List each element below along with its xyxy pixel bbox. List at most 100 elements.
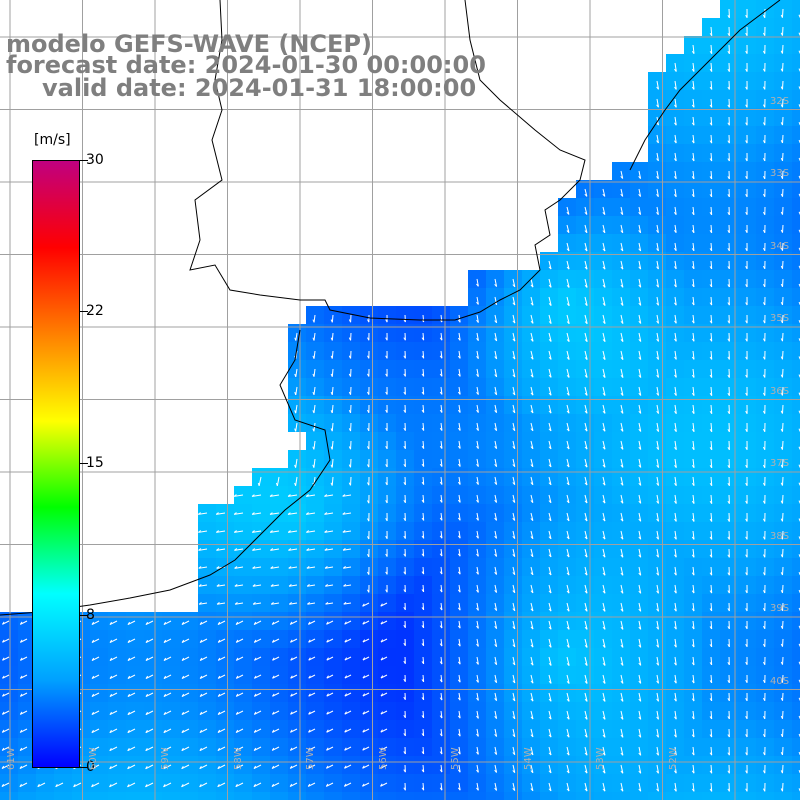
wind-arrow-head xyxy=(620,410,624,414)
wind-arrow-head xyxy=(439,499,443,503)
wind-arrow-head xyxy=(780,500,783,504)
wind-arrow-head xyxy=(638,338,642,342)
wind-arrow xyxy=(2,638,10,643)
wind-arrow xyxy=(692,548,695,558)
wind-arrow xyxy=(638,368,642,378)
wind-arrow-head xyxy=(421,625,425,629)
wind-arrow xyxy=(422,422,425,431)
wind-arrow-head xyxy=(385,500,388,504)
wind-cell xyxy=(792,342,800,360)
wind-arrow xyxy=(198,566,208,569)
lat-label: 32S xyxy=(770,96,790,107)
wind-arrow-head xyxy=(362,783,365,787)
wind-arrow xyxy=(109,656,118,661)
wind-arrow xyxy=(91,638,100,643)
wind-arrow-head xyxy=(745,122,748,126)
wind-cell xyxy=(792,288,800,306)
wind-arrow xyxy=(458,494,461,503)
wind-arrow xyxy=(602,440,606,450)
wind-arrow-head xyxy=(727,302,730,306)
wind-arrow xyxy=(344,728,352,733)
wind-arrow-head xyxy=(181,675,185,679)
wind-arrow xyxy=(656,512,660,522)
wind-arrow-head xyxy=(385,553,388,557)
wind-arrow-head xyxy=(91,621,95,625)
wind-arrow xyxy=(566,620,570,630)
wind-arrow-head xyxy=(548,680,552,684)
wind-arrow-head xyxy=(19,621,23,625)
wind-arrow-head xyxy=(530,626,534,630)
wind-arrow xyxy=(530,440,534,449)
wind-arrow-head xyxy=(709,518,713,522)
wind-arrow-head xyxy=(745,266,748,270)
wind-arrow xyxy=(422,386,425,395)
wind-arrow-head xyxy=(476,445,479,449)
wind-arrow-head xyxy=(745,482,748,486)
wind-arrow xyxy=(476,566,479,575)
wind-arrow xyxy=(199,638,208,643)
wind-arrow-head xyxy=(745,536,748,540)
wind-arrow xyxy=(476,638,479,647)
wind-arrow xyxy=(494,296,498,305)
wind-arrow xyxy=(656,188,659,197)
wind-arrow-head xyxy=(253,693,257,697)
wind-arrow-head xyxy=(566,716,570,720)
wind-cell xyxy=(792,756,800,774)
wind-arrow xyxy=(620,314,624,324)
wind-arrow-head xyxy=(476,373,479,377)
wind-arrow xyxy=(584,314,588,324)
wind-arrow xyxy=(254,692,262,697)
wind-arrow xyxy=(656,224,659,233)
wind-arrow-head xyxy=(216,566,220,569)
wind-arrow xyxy=(656,260,659,270)
wind-arrow-head xyxy=(674,284,677,288)
wind-arrow-head xyxy=(217,765,220,769)
wind-arrow-head xyxy=(367,337,370,341)
wind-arrow-head xyxy=(548,788,552,792)
wind-arrow-head xyxy=(727,338,730,342)
wind-arrow-head xyxy=(763,661,766,665)
wind-arrow xyxy=(331,440,334,450)
wind-arrow-head xyxy=(252,548,256,551)
wind-arrow xyxy=(458,692,461,701)
wind-arrow-head xyxy=(403,409,406,413)
wind-arrow-head xyxy=(308,693,311,697)
wind-arrow-head xyxy=(403,391,406,395)
wind-arrow xyxy=(584,350,588,360)
wind-arrow-head xyxy=(780,697,783,701)
wind-arrow xyxy=(512,764,516,773)
wind-arrow xyxy=(566,386,570,396)
wind-arrow-head xyxy=(270,602,274,605)
wind-arrow xyxy=(422,782,425,791)
wind-arrow xyxy=(422,584,425,592)
wind-arrow-head xyxy=(127,693,131,697)
wind-arrow-head xyxy=(745,356,748,360)
wind-arrow-head xyxy=(421,661,425,665)
wind-arrow xyxy=(674,224,677,233)
wind-arrow-head xyxy=(566,464,570,468)
wind-arrow xyxy=(548,314,552,324)
wind-cell xyxy=(342,792,360,800)
wind-arrow-head xyxy=(308,657,311,661)
wind-arrow xyxy=(584,638,588,648)
wind-arrow-head xyxy=(109,766,112,770)
wind-arrow-head xyxy=(780,229,783,233)
wind-arrow-head xyxy=(342,512,346,515)
wind-arrow-head xyxy=(163,766,166,770)
wind-arrow-head xyxy=(745,572,748,576)
wind-arrow xyxy=(674,566,677,576)
wind-arrow-head xyxy=(548,590,552,594)
wind-arrow xyxy=(306,566,316,569)
wind-arrow-head xyxy=(270,566,274,569)
wind-arrow-head xyxy=(745,410,748,414)
wind-arrow-head xyxy=(362,711,365,715)
wind-arrow-head xyxy=(762,554,766,558)
wind-arrow xyxy=(656,350,660,360)
wind-arrow-head xyxy=(780,104,783,108)
wind-arrow-head xyxy=(476,481,479,485)
wind-arrow xyxy=(458,368,461,377)
wind-arrow xyxy=(602,476,606,486)
wind-arrow xyxy=(692,458,695,468)
wind-arrow-head xyxy=(674,662,677,666)
wind-arrow-head xyxy=(439,481,443,485)
